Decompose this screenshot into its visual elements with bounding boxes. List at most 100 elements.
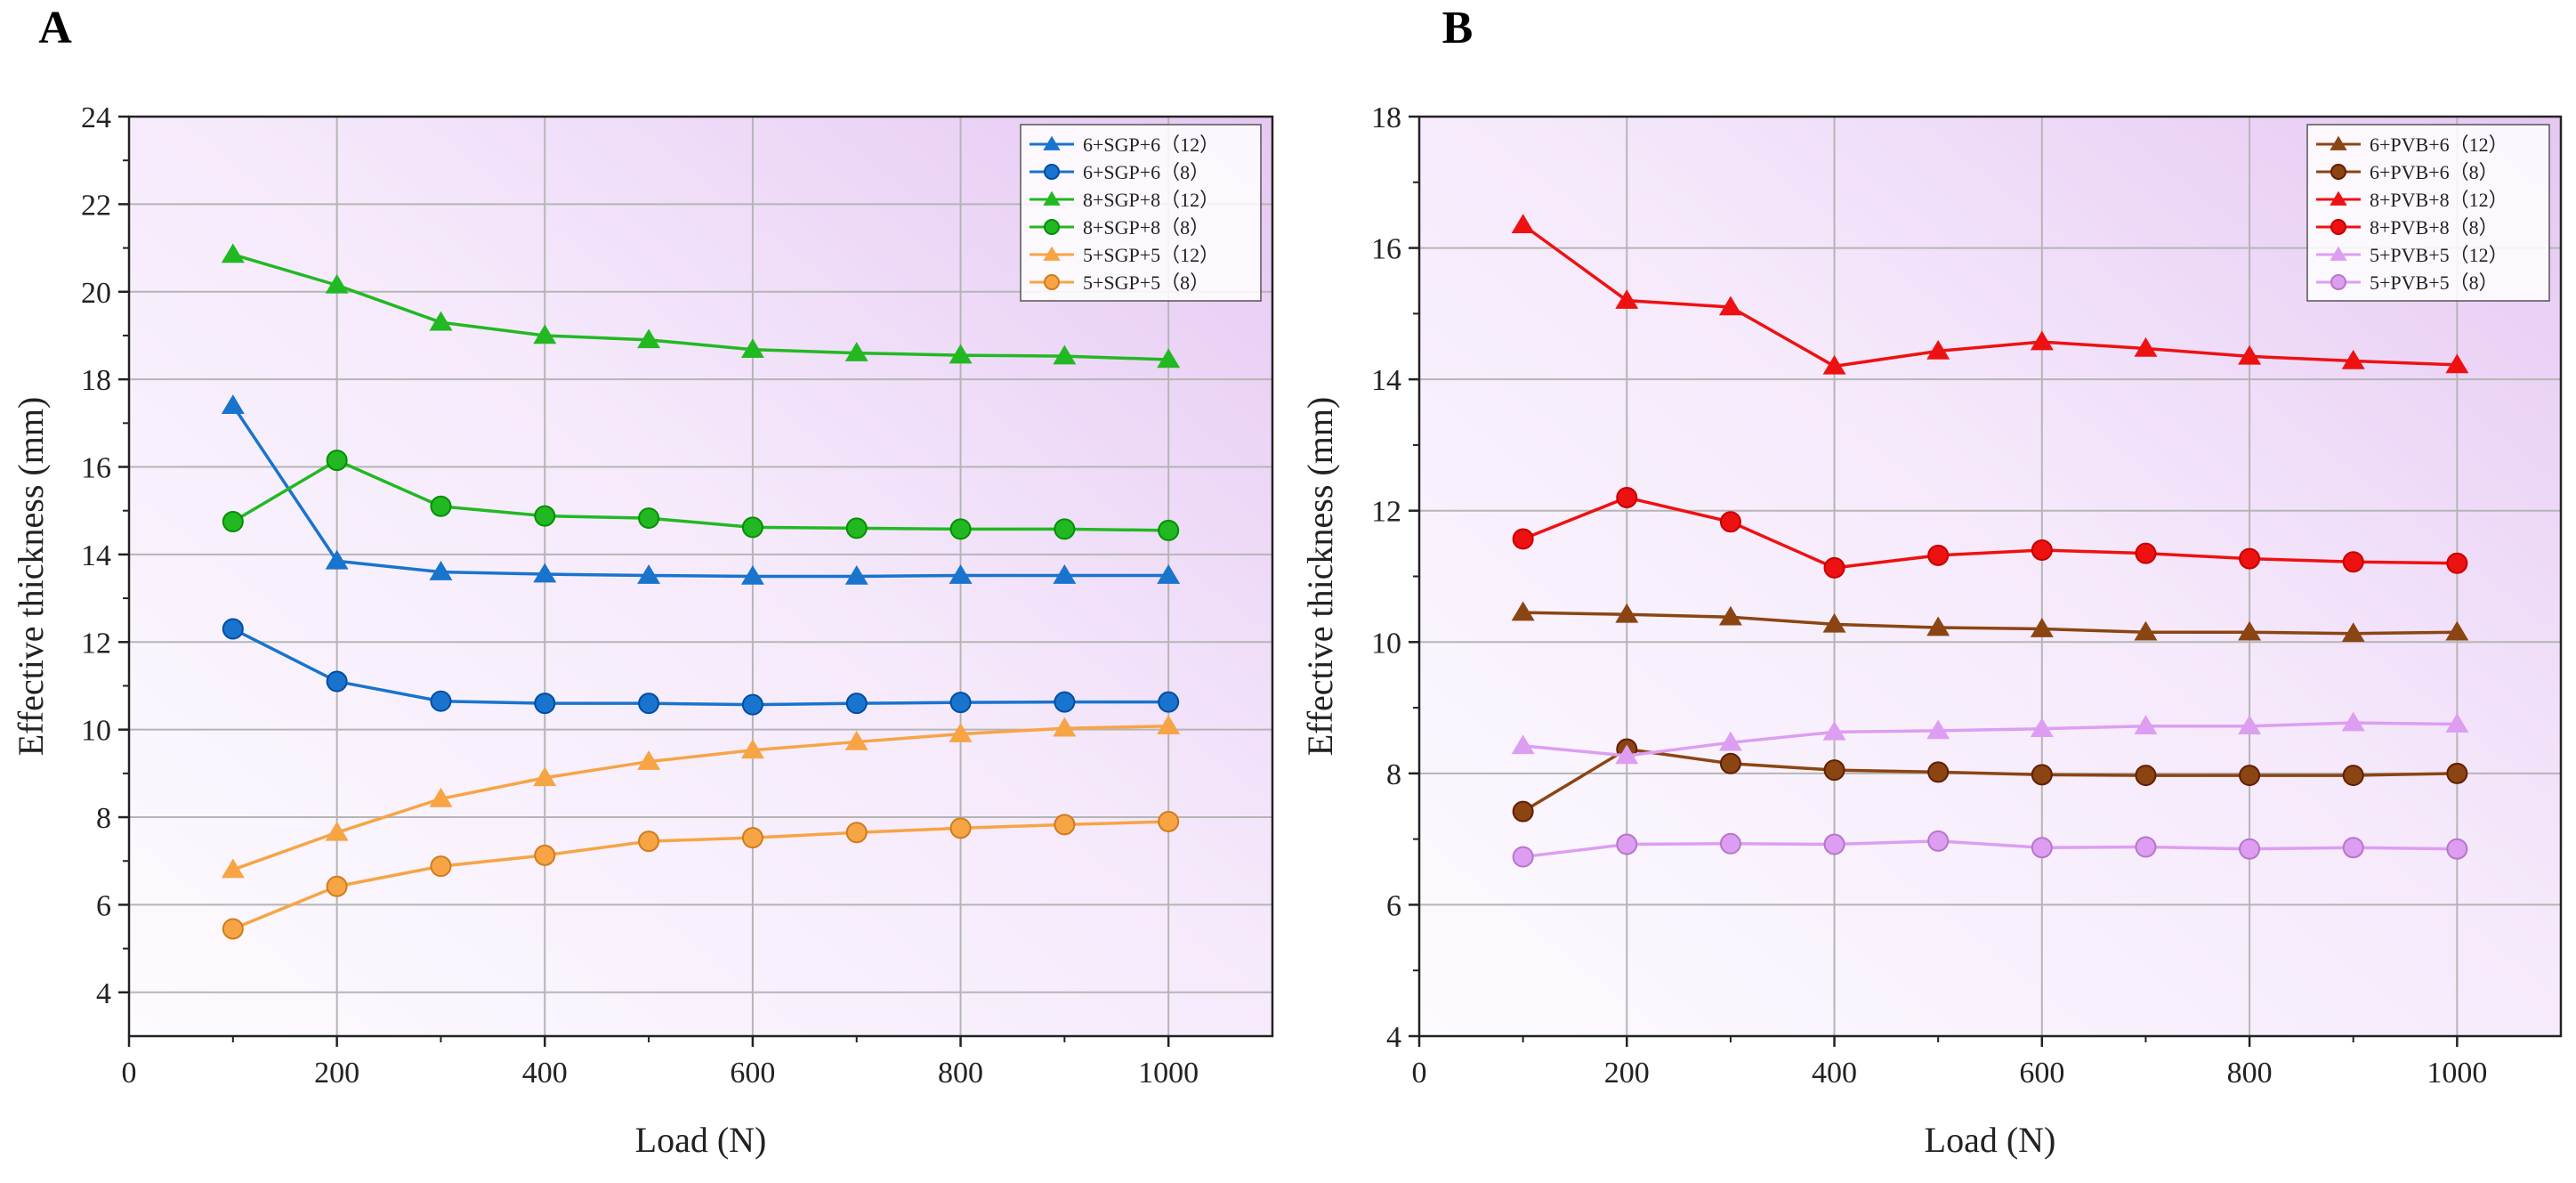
data-point [845, 517, 868, 539]
y-tick-label: 16 [1371, 233, 1401, 266]
y-axis-title: Effective thickness (mm) [1300, 397, 1340, 757]
data-point [1927, 830, 1950, 852]
y-tick-label: 18 [1371, 101, 1401, 134]
data-point [534, 505, 556, 527]
data-point [2446, 552, 2468, 574]
series-8-pvb-8-12- [1511, 214, 2469, 375]
legend-label: 8+SGP+8（12） [1083, 189, 1219, 211]
data-point [1718, 296, 1742, 316]
data-point [325, 273, 349, 294]
y-tick-label: 14 [81, 539, 111, 572]
data-point [2238, 344, 2262, 365]
data-point [222, 918, 244, 940]
data-point [429, 311, 453, 331]
legend-item: 5+PVB+5（8） [2316, 271, 2499, 294]
series-line [1522, 839, 2458, 859]
data-point [1157, 348, 1181, 369]
legend-item: 6+PVB+6（8） [2316, 161, 2499, 183]
x-tick-label: 0 [122, 1057, 137, 1090]
data-point [2342, 837, 2364, 859]
series-8-sgp-8-12- [221, 243, 1181, 369]
series-5-pvb-5-12- [1511, 711, 2469, 765]
data-point [1511, 601, 1535, 621]
data-point [2030, 618, 2054, 637]
data-point [638, 693, 660, 715]
panel-letter: A [38, 3, 72, 53]
data-point [741, 827, 763, 849]
data-point [1615, 744, 1639, 765]
data-point [326, 875, 348, 897]
y-tick-label: 6 [96, 889, 111, 922]
y-tick-label: 22 [81, 189, 111, 222]
data-point [1158, 691, 1180, 713]
series-line [231, 458, 1169, 532]
x-tick-label: 1000 [1138, 1057, 1199, 1090]
data-point [2238, 620, 2262, 641]
data-point [221, 858, 245, 879]
data-point [430, 495, 452, 517]
series-line [231, 404, 1169, 579]
data-point [325, 549, 349, 570]
x-tick-label: 1000 [2427, 1057, 2487, 1090]
legend: 6+SGP+6（12） 6+SGP+6（8） 8+SGP+8（12） 8+SGP+8（… [1020, 124, 1262, 302]
x-axis-title: Load (N) [1925, 1120, 2056, 1160]
x-axis: 0 200 400 600 800 1000 [1412, 1036, 2487, 1090]
x-tick-label: 600 [730, 1057, 775, 1090]
data-point [1822, 612, 1846, 633]
legend-item: 5+SGP+5（12） [1030, 244, 1219, 266]
legend-item: 6+SGP+6（12） [1030, 134, 1219, 156]
data-point [2239, 838, 2261, 860]
data-point [637, 563, 661, 584]
series-line [1522, 721, 2458, 758]
data-point [429, 561, 453, 580]
legend-marker [1044, 219, 1060, 235]
legend-marker [2330, 164, 2346, 180]
x-tick-label: 800 [2227, 1057, 2273, 1090]
series-5-sgp-5-12- [221, 715, 1181, 879]
series-8-pvb-8-8- [1512, 486, 2468, 579]
data-point [222, 511, 244, 533]
data-point [949, 344, 973, 364]
data-point [1616, 486, 1638, 508]
data-point [741, 693, 763, 716]
data-point [2134, 715, 2158, 735]
legend-item: 8+SGP+8（8） [1030, 216, 1209, 239]
data-point [1053, 717, 1077, 737]
data-point [1512, 800, 1534, 822]
series-5-pvb-5-8- [1512, 830, 2468, 868]
data-point [2341, 622, 2365, 642]
data-point [1054, 518, 1076, 540]
panel-letter: B [1442, 3, 1474, 53]
data-point [1927, 544, 1950, 566]
legend-marker [2330, 190, 2347, 206]
data-point [2239, 765, 2261, 787]
data-point [1719, 832, 1741, 855]
data-point [2030, 330, 2054, 351]
series-8-sgp-8-8- [222, 450, 1180, 541]
data-point [637, 328, 661, 349]
data-point [949, 692, 972, 714]
data-point [1823, 759, 1845, 782]
legend-label: 5+PVB+5（8） [2370, 271, 2499, 294]
data-point [1823, 833, 1845, 855]
series-6-sgp-6-8- [222, 618, 1180, 716]
legend-label: 6+SGP+6（8） [1083, 161, 1209, 183]
series-6-sgp-6-12- [221, 394, 1181, 585]
series-group [1511, 214, 2469, 868]
data-point [534, 844, 556, 866]
legend-marker [1043, 135, 1061, 150]
data-point [1719, 752, 1741, 774]
data-point [326, 670, 348, 693]
data-point [1512, 528, 1534, 550]
y-tick-label: 8 [96, 802, 111, 835]
y-tick-label: 12 [81, 627, 111, 660]
legend-label: 5+SGP+5（8） [1083, 271, 1209, 294]
data-point [2031, 539, 2053, 561]
legend-item: 6+SGP+6（8） [1030, 161, 1209, 183]
data-point [2031, 837, 2053, 859]
series-6-pvb-6-8- [1512, 738, 2468, 822]
legend-label: 8+SGP+8（8） [1083, 216, 1209, 239]
data-point [430, 690, 452, 712]
y-axis: 4 6 8 10 12 14 16 18 20 22 24 [81, 101, 129, 1010]
